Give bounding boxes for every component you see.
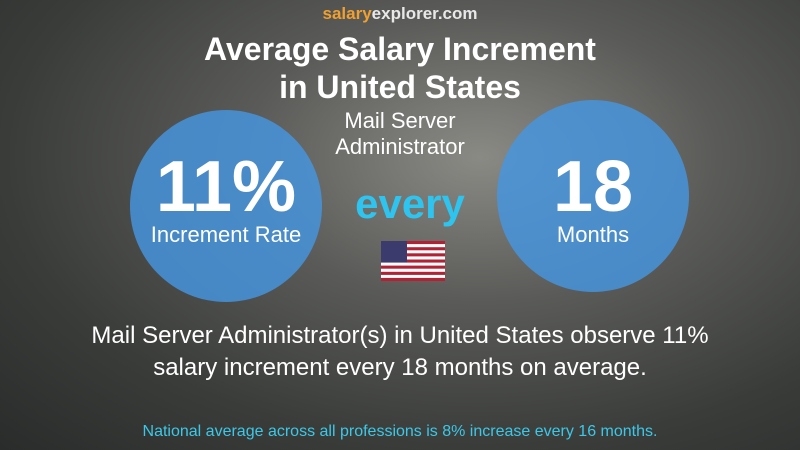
us-flag <box>381 241 445 281</box>
brand-salary: salary <box>322 4 372 23</box>
period-circle <box>497 100 689 292</box>
brand-explorer: explorer.com <box>371 4 478 23</box>
job-title: Mail Server Administrator <box>0 108 800 160</box>
job-line: Mail Server <box>344 108 456 133</box>
increment-value: 11% <box>155 147 297 227</box>
period-value: 18 <box>552 147 634 227</box>
increment-label: Increment Rate <box>150 222 302 247</box>
footer-note: National average across all professions … <box>142 423 658 440</box>
summary: Mail Server Administrator(s) in United S… <box>0 320 800 384</box>
period-label: Months <box>556 222 630 247</box>
job-line: Administrator <box>335 134 465 159</box>
connector: every <box>355 180 465 227</box>
title-line: Average Salary Increment <box>204 31 596 67</box>
brand: salaryexplorer.com <box>0 4 800 24</box>
title: Average Salary Increment in United State… <box>0 30 800 106</box>
title-line: in United States <box>279 69 521 105</box>
summary-line: Mail Server Administrator(s) in United S… <box>91 322 709 349</box>
increment-circle <box>130 110 322 302</box>
summary-line: salary increment every 18 months on aver… <box>153 354 647 381</box>
